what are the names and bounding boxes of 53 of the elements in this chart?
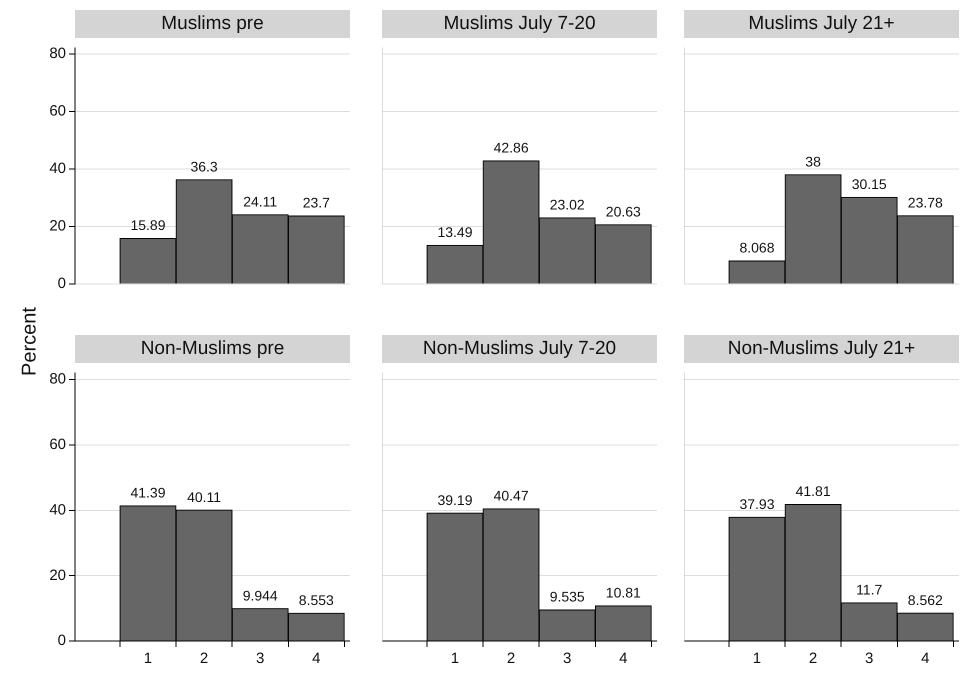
data-label: 39.19: [437, 492, 473, 508]
y-tick-label: 80: [49, 370, 66, 388]
data-label: 11.7: [856, 582, 883, 598]
data-label: 40.11: [187, 488, 222, 505]
data-label: 13.49: [437, 224, 473, 240]
data-label: 37.93: [739, 496, 775, 512]
x-tick-label: 2: [200, 650, 208, 668]
y-tick-label: 20: [49, 218, 66, 235]
data-label: 41.81: [796, 483, 831, 500]
y-tick-label: 40: [49, 501, 66, 518]
y-tick-label: 60: [49, 102, 66, 120]
data-label: 23.7: [302, 194, 330, 211]
chart-title: Muslims July 7-20: [382, 10, 657, 38]
chart-title: Muslims July 21+: [684, 10, 959, 38]
data-label: 40.47: [494, 488, 529, 504]
x-tick-label: 2: [506, 650, 516, 668]
data-label: 8.068: [739, 240, 775, 256]
chart-title: Non-Muslims July 7-20: [382, 335, 657, 363]
data-label: 8.553: [298, 592, 334, 608]
data-label: 23.78: [908, 194, 944, 210]
data-label: 8.562: [908, 592, 944, 608]
data-label: 15.89: [130, 217, 166, 234]
data-label: 38: [805, 153, 822, 170]
x-tick-label: 1: [144, 650, 152, 668]
x-tick-label: 3: [256, 650, 264, 668]
chart-title: Muslims pre: [75, 10, 350, 38]
x-tick-label: 1: [450, 650, 460, 668]
x-tick-label: 1: [752, 650, 762, 668]
data-label: 41.39: [130, 484, 166, 501]
chart-title: Non-Muslims pre: [75, 335, 350, 363]
data-label: 10.81: [606, 584, 642, 601]
y-tick-label: 40: [49, 160, 66, 178]
data-label: 20.63: [606, 203, 642, 220]
x-tick-label: 2: [808, 650, 818, 668]
data-label: 30.15: [852, 176, 887, 192]
y-tick-label: 80: [49, 44, 66, 62]
chart-title: Non-Muslims July 21+: [684, 335, 959, 363]
y-tick-label: 0: [58, 275, 66, 292]
x-tick-label: 4: [619, 650, 628, 668]
x-tick-label: 4: [312, 650, 320, 668]
x-tick-label: 3: [865, 650, 874, 668]
y-tick-label: 20: [49, 566, 66, 584]
data-label: 42.86: [494, 140, 529, 156]
data-label: 9.944: [242, 587, 278, 604]
y-axis-title: Percent: [18, 306, 42, 378]
x-tick-label: 4: [921, 650, 930, 668]
data-label: 36.3: [190, 158, 218, 174]
x-tick-label: 3: [563, 650, 572, 668]
data-label: 23.02: [550, 196, 585, 213]
y-tick-label: 60: [49, 436, 66, 454]
y-tick-label: 0: [58, 632, 66, 650]
data-label: 24.11: [243, 193, 278, 210]
data-label: 9.535: [550, 588, 585, 605]
